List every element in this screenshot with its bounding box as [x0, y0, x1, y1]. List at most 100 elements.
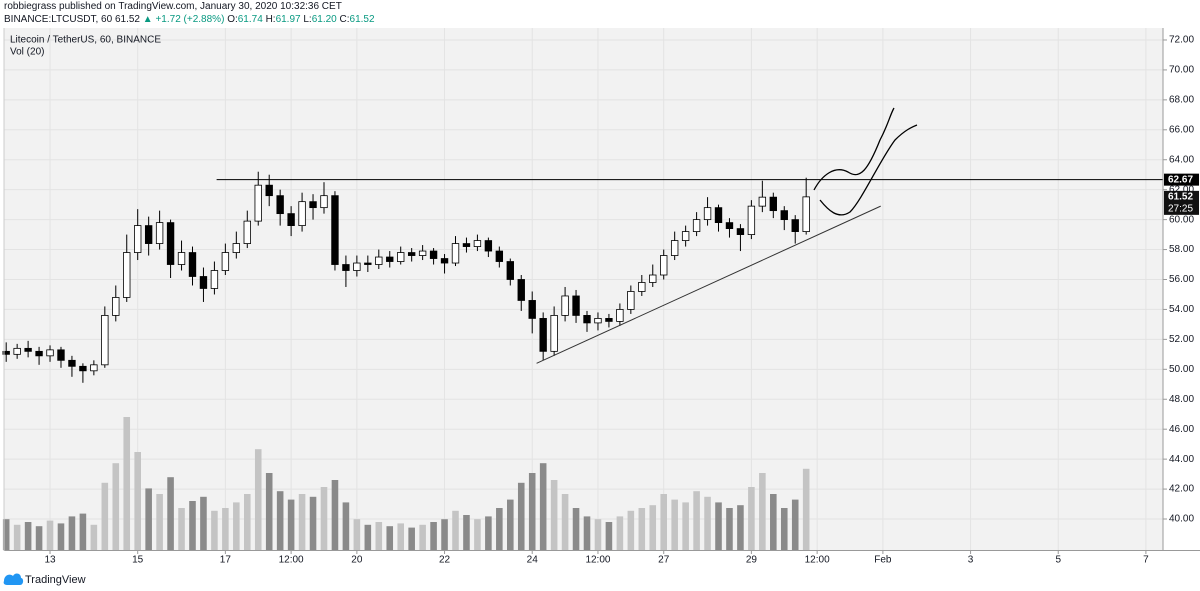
x-tick-label: 12:00 — [585, 555, 610, 566]
drawn-path — [819, 124, 918, 216]
y-tick-label: 70.00 — [1169, 65, 1194, 76]
volume-bar — [660, 494, 668, 550]
volume-bar — [233, 502, 240, 550]
x-tick-label: 27 — [658, 555, 670, 566]
plot-background — [4, 28, 1163, 550]
candle-body — [769, 196, 777, 212]
x-tick-label: 20 — [351, 555, 363, 566]
volume-bar — [649, 505, 657, 550]
volume-bar — [134, 452, 141, 550]
candle-body — [364, 262, 372, 265]
volume-bar — [802, 468, 810, 550]
header: robbiegrass published on TradingView.com… — [4, 0, 375, 26]
level-label: 62.67 — [1168, 174, 1193, 185]
y-tick-label: 56.00 — [1169, 274, 1194, 285]
chart-title: Litecoin / TetherUS, 60, BINANCE — [10, 35, 161, 46]
candle-body — [670, 240, 679, 256]
volume-bar — [276, 491, 284, 550]
candle-body — [134, 225, 142, 253]
y-tick-label: 60.00 — [1169, 214, 1194, 225]
volume-bar — [572, 508, 580, 550]
candle-body — [68, 359, 76, 367]
x-tick-label: 29 — [746, 555, 758, 566]
candle-body — [123, 252, 131, 298]
ohlc-v: 61.20 — [311, 14, 337, 25]
y-tick-label: 50.00 — [1169, 364, 1194, 375]
x-tick-label: 13 — [44, 555, 56, 566]
candle-body — [616, 309, 624, 322]
volume-label: Vol (20) — [10, 47, 44, 58]
brand: TradingView — [25, 574, 86, 586]
volume-bar — [726, 508, 733, 550]
candle-body — [221, 252, 230, 271]
volume-bar — [243, 494, 251, 550]
candle-body — [418, 250, 427, 256]
x-tick-label: 24 — [527, 555, 539, 566]
volume-bar — [364, 524, 372, 550]
volume-bar — [222, 508, 229, 550]
candle-body — [747, 205, 756, 235]
volume-bar — [704, 496, 711, 550]
volume-bar — [254, 449, 262, 550]
candle-body — [692, 219, 701, 232]
trend-line — [536, 205, 881, 364]
volume-bar — [24, 522, 32, 550]
volume-bar — [211, 510, 218, 550]
volume-bar — [309, 496, 317, 550]
x-tick-label: 12:00 — [279, 555, 304, 566]
candle-body — [90, 364, 98, 372]
price: 61.52 — [114, 14, 140, 25]
y-tick-label: 42.00 — [1169, 484, 1194, 495]
x-tick-label: 5 — [1055, 555, 1061, 566]
volume-bar — [671, 499, 678, 550]
candle-body — [703, 207, 712, 221]
candle-body — [517, 279, 525, 301]
candle-body — [539, 318, 547, 352]
candle-body — [397, 252, 405, 262]
volume-bar — [452, 510, 459, 550]
candle-body — [649, 274, 657, 283]
candle-body — [714, 207, 723, 224]
volume-bar — [68, 516, 76, 550]
candle-body — [660, 255, 668, 276]
x-tick-label: 3 — [968, 555, 974, 566]
ohlc-k: H: — [265, 14, 276, 25]
change: ▲ +1.72 (+2.88%) — [142, 14, 225, 25]
candle-body — [407, 252, 416, 256]
volume-bar — [791, 499, 799, 550]
y-tick-label: 40.00 — [1169, 514, 1194, 525]
candle-body — [484, 240, 493, 252]
x-tick-label: 7 — [1143, 555, 1149, 566]
candle-body — [386, 256, 394, 262]
volume-bar — [331, 480, 339, 550]
ohlc-v: 61.52 — [349, 14, 375, 25]
volume-bar — [189, 501, 196, 550]
candle-body — [199, 276, 208, 289]
volume-bar — [594, 519, 602, 550]
volume-bar — [441, 519, 448, 550]
candle-body — [309, 201, 317, 209]
candle-body — [572, 295, 580, 316]
price-axis — [1163, 28, 1200, 551]
candle-body — [13, 347, 21, 355]
candle-body — [495, 250, 504, 262]
x-tick-label: 22 — [439, 555, 451, 566]
candle-body — [35, 350, 43, 357]
candle-body — [298, 201, 306, 227]
volume-bar — [616, 516, 624, 550]
candle-body — [473, 240, 482, 247]
volume-bar — [715, 502, 722, 550]
candle-body — [2, 350, 10, 355]
volume-bar — [748, 487, 755, 550]
volume-bar — [2, 519, 10, 550]
volume-bar — [605, 522, 613, 550]
volume-bar — [770, 494, 777, 550]
y-tick-label: 48.00 — [1169, 394, 1194, 405]
candle-body — [101, 315, 109, 366]
volume-bar — [112, 463, 120, 550]
ohlc-k: O: — [227, 14, 238, 25]
volume-bar — [79, 513, 87, 550]
y-tick-label: 64.00 — [1169, 154, 1194, 165]
x-tick-label: Feb — [874, 555, 892, 566]
